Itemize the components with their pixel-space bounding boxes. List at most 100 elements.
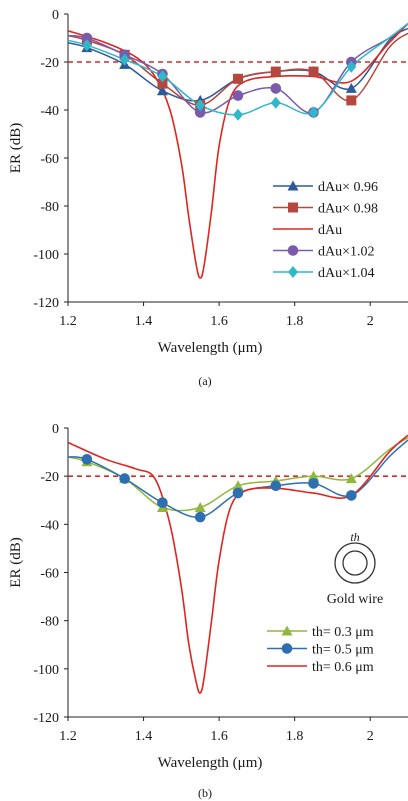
data-point: [270, 96, 281, 109]
data-point: [233, 108, 243, 121]
y-tick-label: 0: [52, 8, 59, 23]
data-point: [308, 470, 320, 481]
data-point: [232, 487, 244, 499]
legend-label: dAu: [318, 223, 342, 238]
y-tick-label: -40: [40, 518, 59, 533]
data-point: [232, 480, 244, 491]
legend-swatch-marker: [288, 202, 298, 213]
y-tick-label: -100: [33, 248, 59, 263]
series-markers-2: [81, 454, 357, 523]
legend-entry: dAu× 0.98: [273, 202, 378, 217]
legend-entry: dAu: [273, 223, 342, 238]
legend-label: dAu× 0.98: [318, 202, 378, 217]
y-tick-label: -100: [33, 663, 59, 678]
x-tick-label: 1.2: [59, 729, 77, 744]
legend-label: dAu× 0.96: [318, 180, 378, 195]
legend: dAu× 0.96 dAu× 0.98 dAu dAu×1.02 dAu×1.04: [273, 180, 378, 281]
y-tick-label: -80: [40, 200, 59, 215]
y-tick-label: -120: [33, 711, 59, 726]
series-markers-5: [81, 39, 357, 121]
x-tick-label: 2: [367, 314, 374, 329]
legend-swatch-marker: [288, 266, 298, 278]
y-tick-label: -20: [40, 56, 59, 71]
y-axis-title: ER (dB): [8, 537, 24, 587]
data-point: [270, 480, 282, 492]
x-axis-title: Wavelength (μm): [158, 340, 263, 356]
x-tick-label: 1.2: [59, 314, 77, 329]
data-point: [119, 53, 130, 66]
data-point: [232, 90, 244, 101]
y-tick-label: -40: [40, 104, 59, 119]
legend-label: th= 0.3 μm: [312, 625, 374, 640]
y-tick-label: -80: [40, 615, 59, 630]
data-point: [194, 501, 206, 512]
series-lines: [68, 23, 408, 279]
legend-swatch-marker: [287, 180, 299, 191]
y-axis-title: ER (dB): [8, 123, 24, 173]
y-tick-label: -120: [33, 296, 59, 311]
series-line-5: [68, 23, 408, 116]
legend-swatch-marker: [281, 643, 293, 654]
data-point: [194, 107, 206, 118]
data-point: [156, 85, 168, 96]
data-point: [157, 70, 168, 83]
data-point: [81, 39, 92, 52]
data-point: [157, 78, 168, 89]
inner-ring: [342, 550, 368, 576]
y-tick-label: -60: [40, 567, 59, 582]
y-tick-label: -60: [40, 152, 59, 167]
legend-entry: dAu×1.04: [273, 266, 375, 281]
data-point: [308, 478, 319, 489]
data-point: [346, 95, 357, 106]
thickness-label: th: [350, 530, 359, 544]
x-tick-label: 1.8: [286, 729, 304, 744]
data-point: [157, 497, 168, 508]
series-line-2: [68, 439, 408, 518]
series-markers-2: [81, 35, 357, 111]
data-point: [195, 99, 206, 112]
data-point: [119, 473, 130, 484]
data-point: [81, 454, 93, 465]
data-point: [81, 32, 93, 44]
outer-ring: [334, 542, 376, 584]
x-axis-title: Wavelength (μm): [158, 755, 263, 771]
data-point: [308, 106, 319, 119]
y-tick-label: 0: [52, 422, 59, 437]
legend-swatch-marker: [281, 625, 293, 636]
data-point: [308, 66, 319, 77]
legend-entry: dAu× 0.96: [273, 180, 378, 195]
legend-label: dAu×1.02: [318, 245, 375, 260]
legend: th= 0.3 μm th= 0.5 μm th= 0.6 μm: [267, 625, 374, 675]
panel-label: (b): [198, 786, 212, 800]
data-point: [233, 73, 243, 84]
legend-swatch-marker: [287, 245, 299, 256]
data-point: [345, 82, 357, 93]
x-tick-label: 1.8: [286, 314, 304, 329]
legend-entry: th= 0.5 μm: [267, 643, 374, 658]
data-point: [194, 511, 206, 523]
x-tick-label: 1.4: [135, 729, 153, 744]
inset-caption: Gold wire: [327, 592, 383, 607]
x-tick-label: 1.4: [135, 314, 153, 329]
series-line-1: [68, 27, 408, 102]
legend-label: th= 0.5 μm: [312, 643, 374, 658]
legend-entry: dAu×1.02: [273, 245, 375, 260]
data-point: [270, 66, 281, 77]
legend-entry: th= 0.6 μm: [267, 660, 374, 675]
panel-label: (a): [198, 374, 211, 388]
data-point: [346, 490, 357, 501]
data-point: [346, 60, 357, 73]
series-line-3: [68, 434, 408, 694]
gold-wire-inset: th Gold wire: [327, 530, 383, 607]
legend-entry: th= 0.3 μm: [267, 625, 374, 640]
data-point: [345, 473, 357, 484]
x-tick-label: 1.6: [210, 729, 228, 744]
data-point: [270, 83, 282, 94]
legend-label: th= 0.6 μm: [312, 660, 374, 675]
x-tick-label: 1.6: [210, 314, 228, 329]
legend-label: dAu×1.04: [318, 266, 375, 281]
x-tick-label: 2: [367, 729, 374, 744]
